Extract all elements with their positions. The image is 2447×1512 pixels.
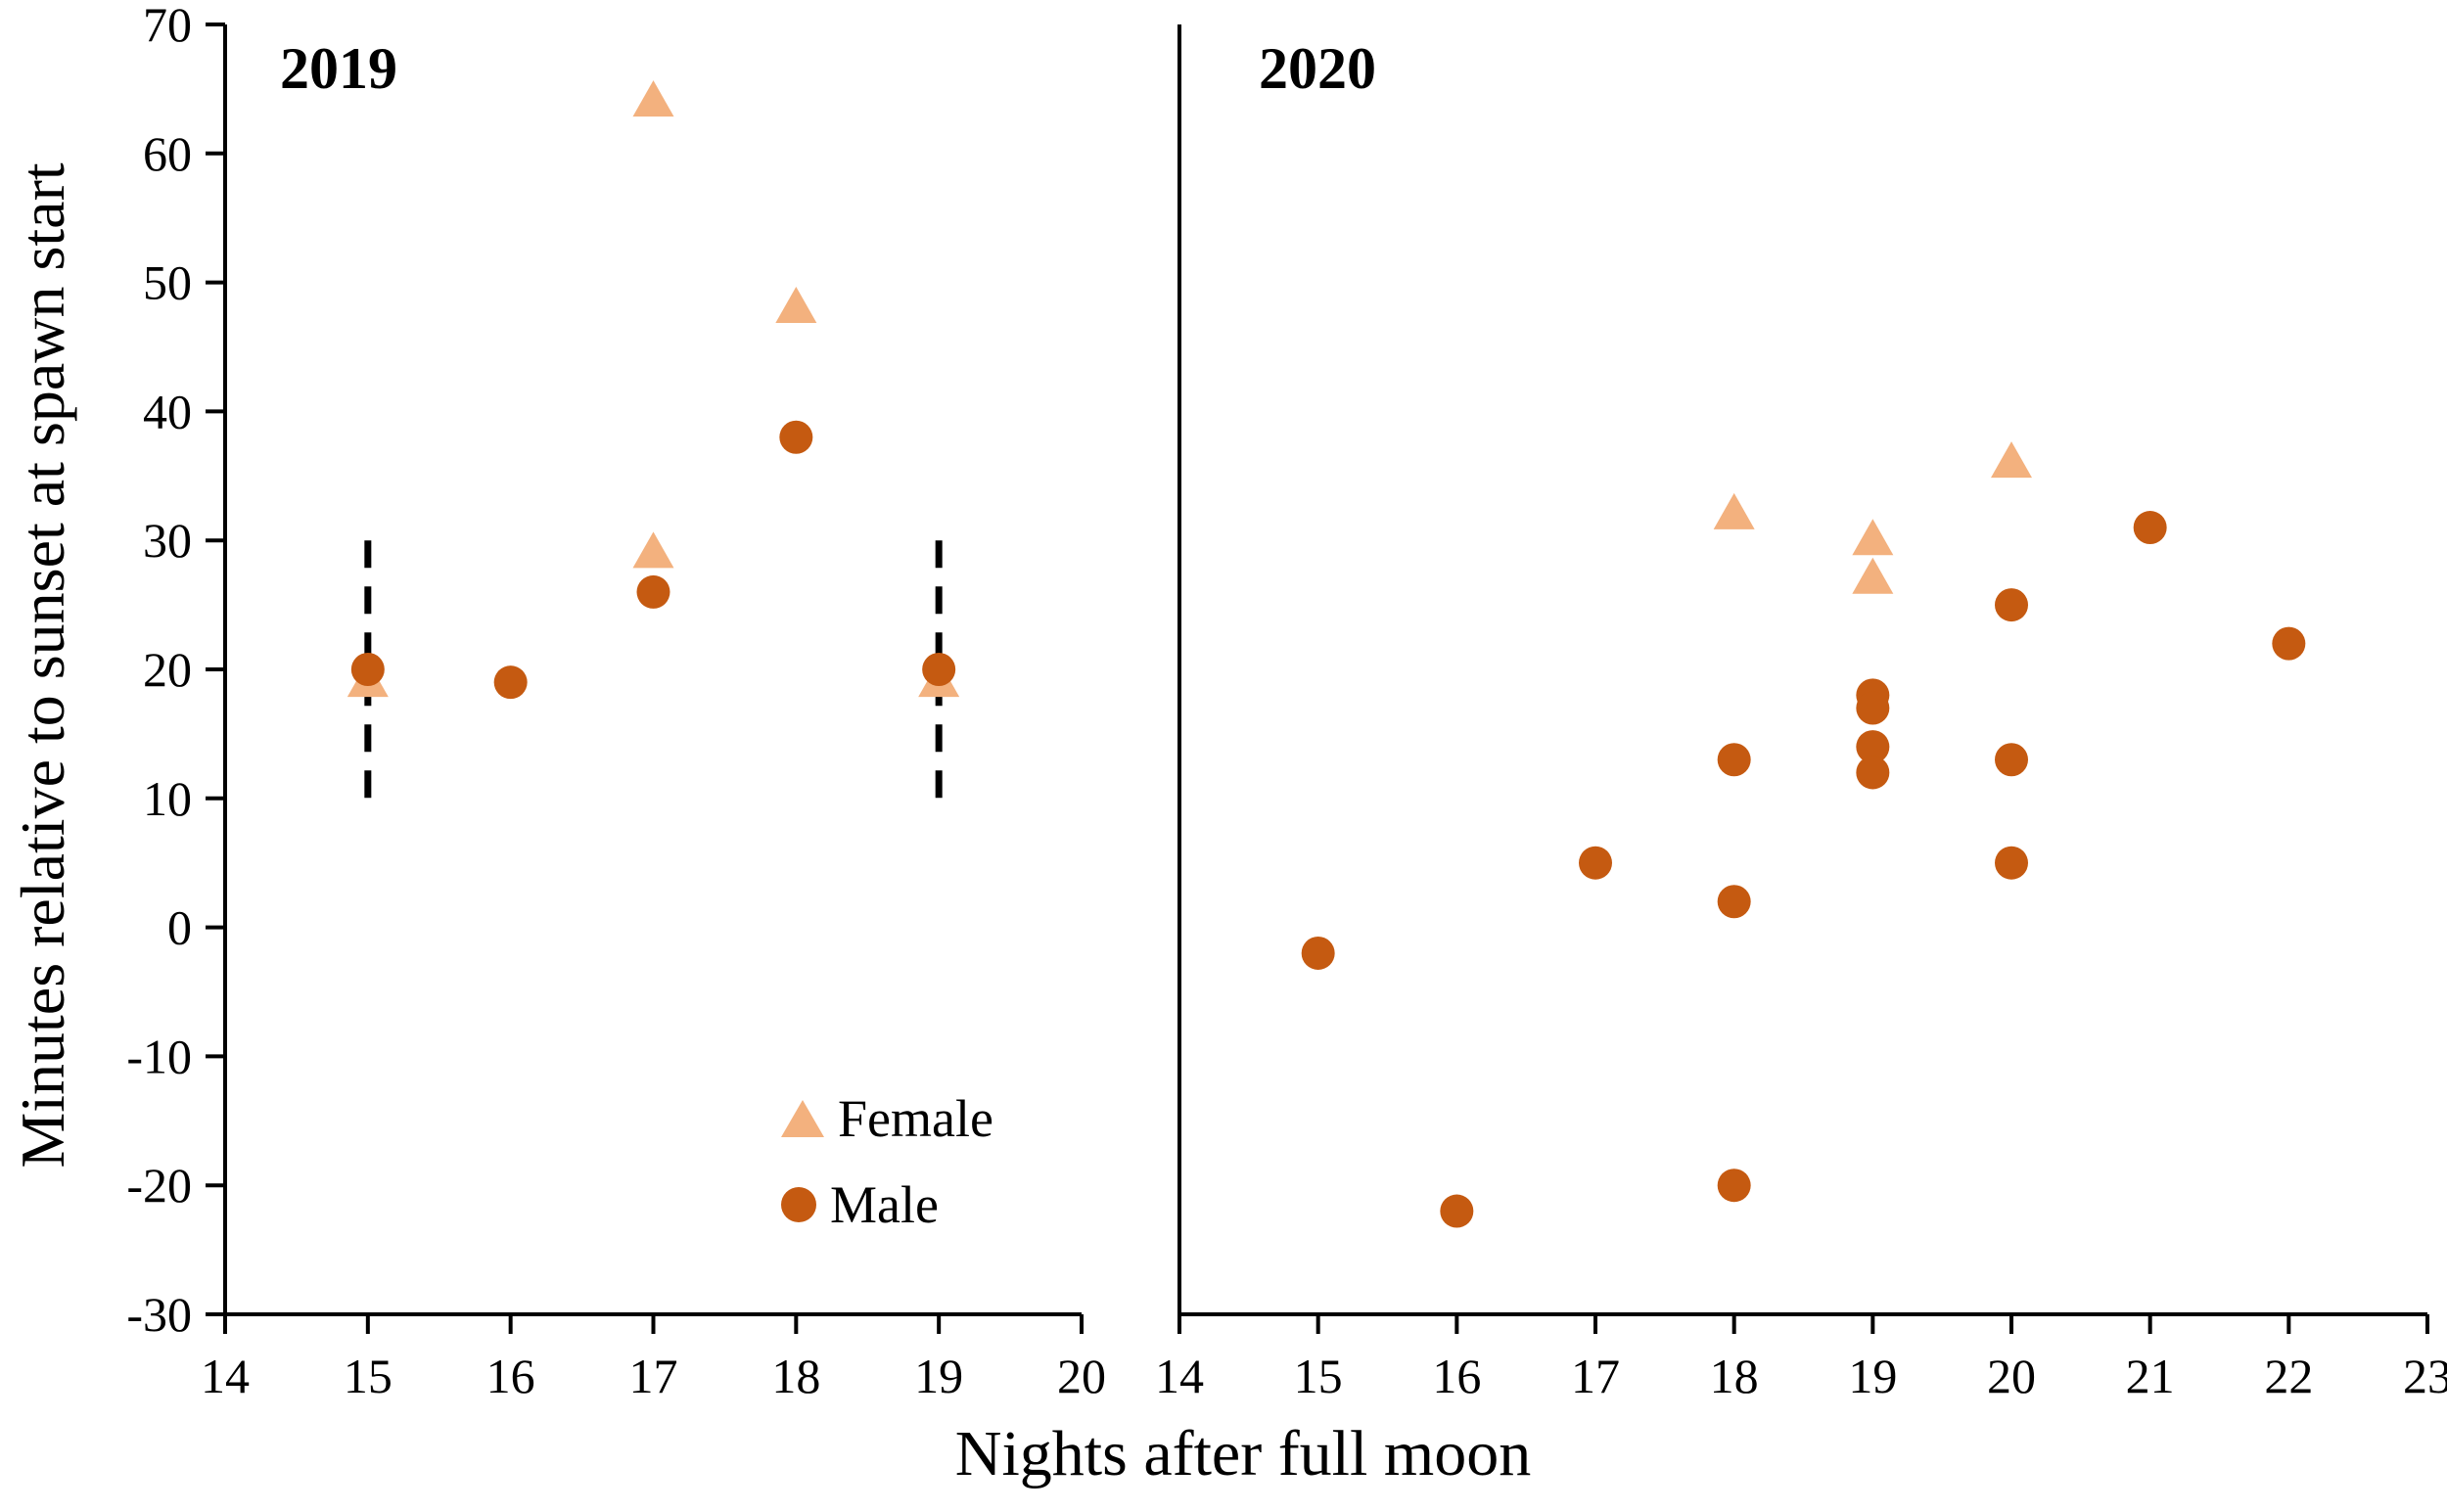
x-tick-label: 17 bbox=[629, 1349, 678, 1403]
data-point-male bbox=[1440, 1194, 1474, 1228]
x-tick-label: 15 bbox=[344, 1349, 392, 1403]
data-point-male bbox=[779, 420, 813, 454]
data-point-male bbox=[1995, 588, 2028, 622]
y-tick-label: 10 bbox=[143, 771, 192, 826]
y-tick-label: -20 bbox=[126, 1158, 192, 1213]
data-point-male bbox=[922, 653, 956, 686]
x-tick-label: 15 bbox=[1294, 1349, 1343, 1403]
y-tick-label: 50 bbox=[143, 255, 192, 310]
legend-label-male: Male bbox=[830, 1175, 939, 1234]
legend-item-male: Male bbox=[781, 1174, 993, 1235]
data-point-male bbox=[1301, 936, 1335, 970]
data-point-male bbox=[350, 653, 385, 686]
x-tick-label: 19 bbox=[1848, 1349, 1897, 1403]
x-tick-label: 16 bbox=[486, 1349, 535, 1403]
data-point-female bbox=[1852, 557, 1894, 594]
y-tick-label: -30 bbox=[126, 1287, 192, 1342]
x-tick-label: 18 bbox=[771, 1349, 820, 1403]
data-point-female bbox=[632, 80, 674, 117]
data-point-female bbox=[1991, 441, 2032, 479]
legend-item-female: Female bbox=[781, 1088, 993, 1149]
data-point-male bbox=[493, 665, 528, 700]
y-axis-title: Minutes relative to sunset at spawn star… bbox=[8, 162, 77, 1168]
data-point-male bbox=[1579, 846, 1612, 880]
legend-label-female: Female bbox=[838, 1089, 993, 1148]
x-tick-label: 17 bbox=[1571, 1349, 1620, 1403]
data-point-male bbox=[2133, 511, 2167, 545]
x-tick-label: 22 bbox=[2264, 1349, 2313, 1403]
y-tick-label: -10 bbox=[126, 1029, 192, 1083]
x-tick-label: 23 bbox=[2403, 1349, 2447, 1403]
data-point-male bbox=[1717, 885, 1751, 919]
data-point-male bbox=[1856, 756, 1890, 790]
y-tick-label: 40 bbox=[143, 384, 192, 438]
data-point-male bbox=[1717, 1168, 1751, 1203]
panel-title-2019: 2019 bbox=[280, 36, 397, 101]
data-point-male bbox=[636, 574, 670, 609]
data-point-male bbox=[1856, 691, 1890, 725]
male-circle-icon bbox=[781, 1187, 816, 1222]
y-tick-label: 0 bbox=[167, 900, 192, 955]
data-point-male bbox=[1717, 743, 1751, 777]
y-tick-label: 20 bbox=[143, 642, 192, 697]
panel-title-2020: 2020 bbox=[1259, 36, 1376, 101]
y-tick-label: 70 bbox=[143, 0, 192, 52]
data-point-female bbox=[775, 286, 817, 323]
data-point-female bbox=[632, 531, 674, 569]
x-tick-label: 18 bbox=[1710, 1349, 1759, 1403]
data-point-male bbox=[2272, 626, 2306, 661]
x-axis-title: Nights after full moon bbox=[954, 1418, 1532, 1489]
x-tick-label: 20 bbox=[1987, 1349, 2036, 1403]
y-tick-label: 60 bbox=[143, 126, 192, 181]
x-tick-label: 19 bbox=[914, 1349, 963, 1403]
data-point-male bbox=[1995, 846, 2028, 880]
female-triangle-icon bbox=[781, 1100, 824, 1137]
x-tick-label: 14 bbox=[201, 1349, 250, 1403]
x-tick-label: 16 bbox=[1432, 1349, 1481, 1403]
x-tick-label: 20 bbox=[1057, 1349, 1106, 1403]
x-tick-label: 21 bbox=[2126, 1349, 2175, 1403]
data-point-male bbox=[1995, 743, 2028, 777]
data-point-female bbox=[1713, 492, 1755, 529]
x-tick-label: 14 bbox=[1155, 1349, 1204, 1403]
data-point-female bbox=[1852, 519, 1894, 556]
data-point-male bbox=[1856, 730, 1890, 764]
legend: Female Male bbox=[781, 1088, 993, 1235]
y-tick-label: 30 bbox=[143, 513, 192, 568]
